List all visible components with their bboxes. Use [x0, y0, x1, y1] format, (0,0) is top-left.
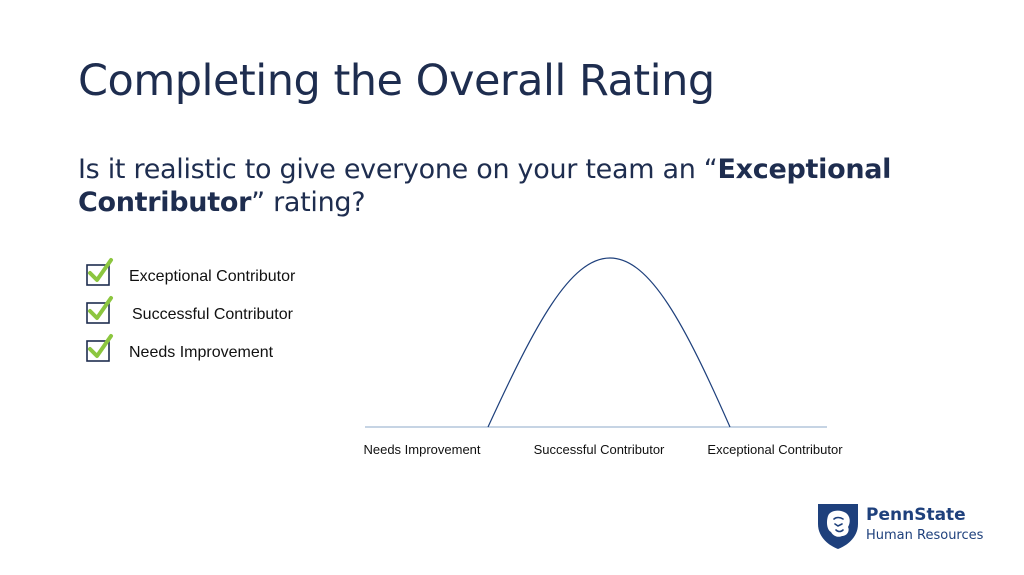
x-tick-label-exceptional: Exceptional Contributor — [707, 442, 843, 457]
checked-box-icon — [86, 334, 113, 362]
checklist-label: Successful Contributor — [132, 306, 293, 323]
question-text: Is it realistic to give everyone on your… — [78, 153, 958, 219]
bell-curve-line — [487, 257, 731, 428]
question-prefix: Is it realistic to give everyone on your… — [78, 154, 718, 185]
slide-title: Completing the Overall Rating — [78, 56, 715, 106]
checked-box-icon — [86, 258, 113, 286]
checklist-item-exceptional: Exceptional Contributor — [84, 256, 344, 286]
logo-name: PennState — [866, 505, 966, 525]
x-tick-label-successful: Successful Contributor — [534, 442, 665, 457]
checklist-label: Needs Improvement — [129, 344, 274, 361]
bell-curve-chart: Needs Improvement Successful Contributor… — [363, 257, 843, 457]
checklist-item-needs-improvement: Needs Improvement — [84, 332, 344, 362]
logo-subtitle: Human Resources — [866, 528, 984, 543]
checklist-label: Exceptional Contributor — [129, 268, 296, 285]
question-emphasis: Exceptional Contributor — [78, 154, 892, 218]
question-suffix: ” rating? — [251, 187, 366, 218]
pennstate-logo: PennState Human Resources — [816, 502, 996, 554]
nittany-lion-shield-icon — [818, 504, 858, 549]
checklist-item-successful: Successful Contributor — [84, 294, 344, 324]
checked-box-icon — [86, 296, 113, 324]
x-tick-label-needs-improvement: Needs Improvement — [363, 442, 480, 457]
